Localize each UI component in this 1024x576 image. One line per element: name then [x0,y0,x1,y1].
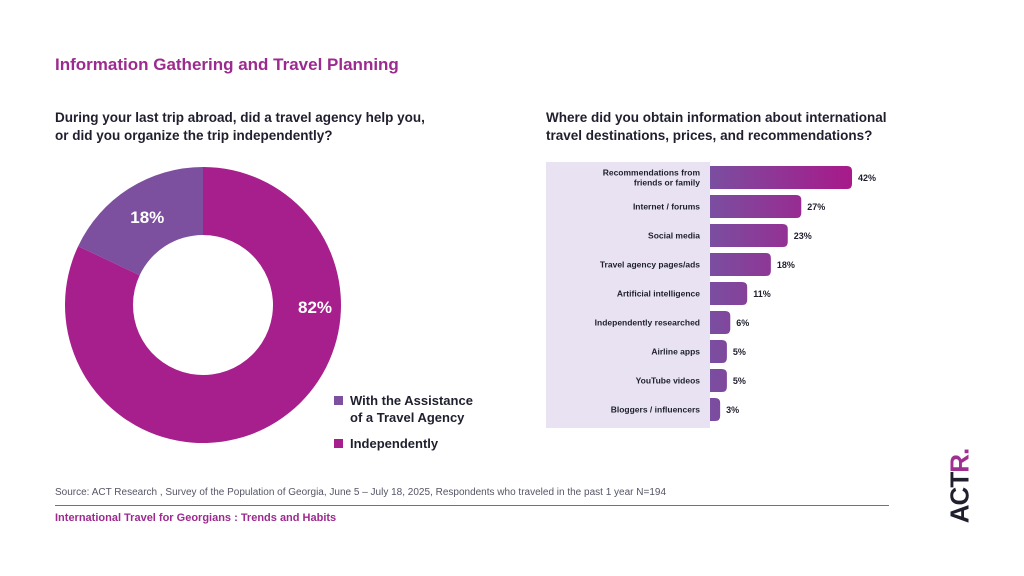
donut-label-travel-agency: 18% [130,208,164,227]
bar-label-panel [546,162,710,428]
legend-label-travel-agency: With the Assistance of a Travel Agency [350,392,473,426]
donut-slice-travel-agency [78,167,203,276]
bar-category-label: Recommendations from friends or family [603,168,701,188]
donut-label-independently: 82% [298,298,332,317]
bar-value-label: 18% [777,260,795,270]
bar-value-label: 5% [733,347,746,357]
donut-slice-independently [64,167,341,443]
logo-text: ACTR. [945,449,976,523]
bar-value-label: 27% [807,202,825,212]
footer-title: International Travel for Georgians : Tre… [55,512,337,524]
donut-chart: 18% 82% [64,167,341,443]
logo-text-main: ACT [944,472,975,524]
bar-category-label-line: Social media [648,231,700,241]
bar-category-label: Bloggers / influencers [611,405,701,415]
bar-4 [710,282,748,305]
legend-item-travel-agency: With the Assistance of a Travel Agency [334,392,473,426]
bar-5 [710,311,731,334]
legend-label-line: Independently [350,436,439,451]
bar-category-label: YouTube videos [636,376,701,386]
bar-category-label: Independently researched [595,318,700,328]
bar-category-label-line: Bloggers / influencers [611,405,701,415]
page-title: Information Gathering and Travel Plannin… [55,55,399,74]
bar-value-label: 6% [736,318,749,328]
bar-category-label: Artificial intelligence [617,289,700,299]
bar-value-label: 3% [726,405,739,415]
bar-7 [710,369,727,392]
bar-value-label: 11% [753,289,771,299]
legend-swatch-independently [334,439,343,448]
bar-question-line-1: Where did you obtain information about i… [546,110,887,125]
bar-category-label-line: Independently researched [595,318,700,328]
footer-divider [55,505,889,506]
bar-category-label: Social media [648,231,700,241]
bar-8 [710,398,721,421]
bar-category-label-line: Recommendations from [603,168,701,178]
logo-text-accent: R. [944,448,975,473]
bar-category-label-line: YouTube videos [636,376,701,386]
bar-category-label-line: Airline apps [651,347,700,357]
bar-question-line-2: travel destinations, prices, and recomme… [546,128,873,143]
bar-value-label: 42% [858,173,876,183]
bar-category-label-line: friends or family [634,178,700,188]
donut-question: During your last trip abroad, did a trav… [55,109,425,145]
act-research-logo: ACTR. [940,446,980,526]
bar-0 [710,166,852,189]
legend-label-line: of a Travel Agency [350,410,465,425]
legend-label-line: With the Assistance [350,393,473,408]
bar-2 [710,224,788,247]
donut-legend: With the Assistance of a Travel Agency I… [334,392,473,461]
bar-category-label-line: Internet / forums [633,202,700,212]
legend-swatch-travel-agency [334,396,343,405]
legend-label-independently: Independently [350,435,438,452]
bar-3 [710,253,771,276]
donut-question-line-2: or did you organize the trip independent… [55,128,333,143]
bar-category-label: Airline apps [651,347,700,357]
bar-1 [710,195,802,218]
source-note: Source: ACT Research , Survey of the Pop… [55,487,667,498]
bar-value-label: 23% [794,231,812,241]
bar-value-label: 5% [733,376,746,386]
bar-category-label: Internet / forums [633,202,700,212]
bar-chart: 42% Recommendations from friends or family… [546,162,876,428]
bar-category-label-line: Artificial intelligence [617,289,700,299]
bar-category-label: Travel agency pages/ads [600,260,700,270]
bar-question: Where did you obtain information about i… [546,109,887,145]
legend-item-independently: Independently [334,435,473,452]
bar-6 [710,340,727,363]
bar-category-label-line: Travel agency pages/ads [600,260,700,270]
donut-question-line-1: During your last trip abroad, did a trav… [55,110,425,125]
